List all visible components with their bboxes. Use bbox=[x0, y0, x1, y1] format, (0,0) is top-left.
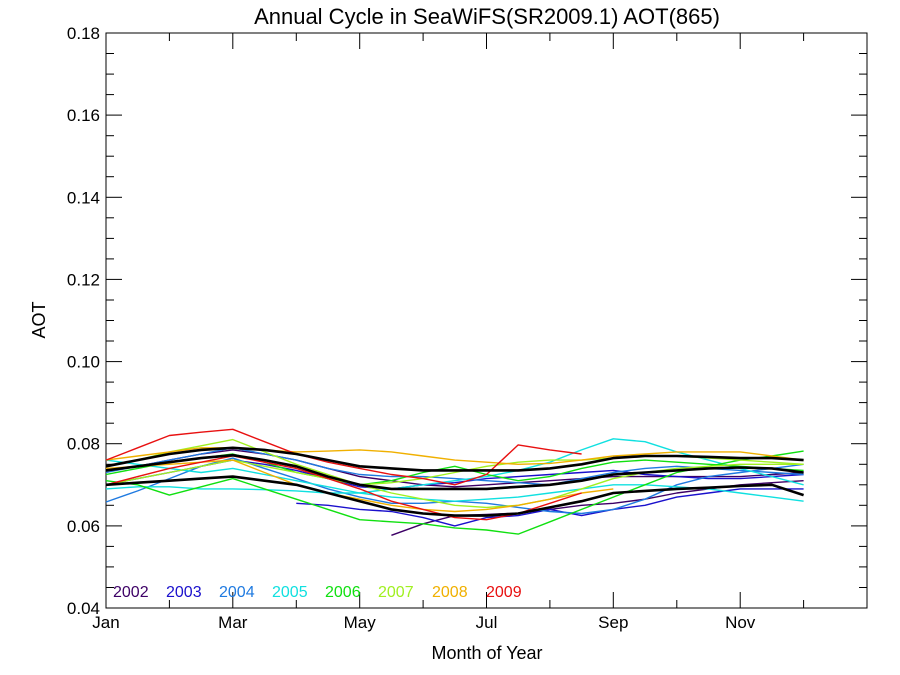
legend-item-2004: 2004 bbox=[219, 584, 255, 601]
x-tick-labels: Jan Mar May Jul Sep Nov bbox=[92, 613, 756, 632]
y-tick-label: 0.16 bbox=[67, 106, 100, 125]
series-line-2003 bbox=[296, 488, 804, 527]
legend-item-2009: 2009 bbox=[486, 584, 522, 601]
plot-frame bbox=[105, 32, 868, 609]
y-tick-label: 0.08 bbox=[67, 435, 100, 454]
legend-item-2005: 2005 bbox=[272, 584, 308, 601]
x-tick-label: Jan bbox=[92, 613, 119, 632]
legend-item-2007: 2007 bbox=[378, 584, 414, 601]
y-tick-label: 0.12 bbox=[67, 270, 100, 289]
x-tick-label: Sep bbox=[598, 613, 628, 632]
chart-title: Annual Cycle in SeaWiFS(SR2009.1) AOT(86… bbox=[254, 4, 720, 29]
series-line-2005 bbox=[105, 438, 804, 494]
series-lines bbox=[105, 428, 805, 536]
legend-item-2006: 2006 bbox=[325, 584, 361, 601]
series-line-2009 bbox=[105, 455, 582, 521]
legend-item-2008: 2008 bbox=[432, 584, 468, 601]
series-line-mean bbox=[105, 453, 804, 491]
series-line-mean bbox=[105, 446, 804, 472]
series-line-2009 bbox=[105, 428, 582, 486]
y-axis-label: AOT bbox=[29, 301, 49, 338]
x-tick-label: Mar bbox=[218, 613, 248, 632]
y-tick-label: 0.18 bbox=[67, 24, 100, 43]
x-tick-label: Nov bbox=[725, 613, 756, 632]
legend: 2002 2003 2004 2005 2006 2007 2008 2009 bbox=[113, 584, 522, 601]
legend-item-2003: 2003 bbox=[166, 584, 202, 601]
y-tick-label: 0.06 bbox=[67, 517, 100, 536]
x-tick-label: May bbox=[344, 613, 377, 632]
y-tick-label: 0.14 bbox=[67, 188, 100, 207]
y-tick-labels: 0.04 0.06 0.08 0.10 0.12 0.14 0.16 0.18 bbox=[67, 24, 100, 618]
series-line-2007 bbox=[105, 438, 804, 509]
x-axis-label: Month of Year bbox=[431, 643, 542, 663]
legend-item-2002: 2002 bbox=[113, 584, 149, 601]
x-tick-label: Jul bbox=[476, 613, 498, 632]
series-line-2008 bbox=[105, 459, 614, 513]
axis-ticks bbox=[105, 32, 868, 609]
y-tick-label: 0.10 bbox=[67, 353, 100, 372]
series-line-mean bbox=[105, 475, 805, 517]
y-tick-label: 0.04 bbox=[67, 599, 100, 618]
